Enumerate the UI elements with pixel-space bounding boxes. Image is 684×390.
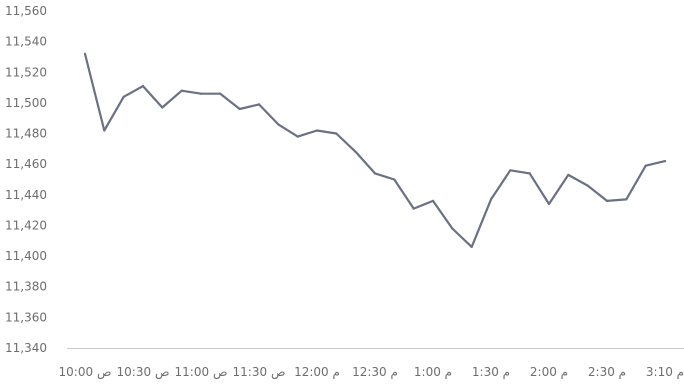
data-point (412, 207, 415, 210)
y-tick-label: 11,540 (5, 35, 47, 49)
y-tick-label: 11,400 (5, 249, 47, 263)
y-tick-label: 11,340 (5, 341, 47, 355)
data-point (257, 103, 261, 106)
data-point (528, 172, 531, 175)
y-tick-label: 11,360 (5, 310, 47, 324)
data-point (373, 172, 377, 175)
y-tick-label: 11,480 (5, 127, 47, 141)
data-point (103, 129, 106, 132)
y-tick-label: 11,440 (5, 188, 47, 202)
data-point (470, 245, 473, 248)
y-tick-label: 11,520 (5, 65, 47, 79)
x-tick-label: 10:30 ص (117, 365, 170, 380)
data-point (393, 178, 396, 181)
series-line (83, 52, 667, 248)
data-point (431, 199, 435, 202)
x-tick-label: 12:00 م (294, 365, 340, 379)
data-point (509, 169, 512, 172)
data-point (625, 198, 628, 201)
x-tick-label: 2:30 م (588, 365, 626, 379)
x-tick-label: 12:30 م (352, 365, 398, 379)
x-tick-label: 11:30 ص (233, 365, 286, 380)
y-tick-label: 11,420 (5, 218, 47, 232)
data-point (663, 160, 667, 163)
x-axis-ticks: 10:00 ص 10:30 ص 11:00 ص 11:30 ص 12:00 م 12:30… (59, 365, 684, 380)
data-point (83, 52, 87, 56)
data-point (489, 198, 493, 201)
y-tick-label: 11,560 (5, 4, 47, 18)
data-point (180, 89, 183, 92)
data-point (605, 199, 609, 202)
x-tick-label: 11:00 ص (175, 365, 228, 380)
data-point (277, 123, 280, 126)
x-tick-label: 3:10 م (646, 365, 684, 379)
data-point (335, 132, 338, 135)
data-point (315, 129, 319, 132)
data-point (644, 164, 647, 167)
y-axis-ticks: 11,340 11,360 11,380 11,400 11,420 11,440 11,4… (5, 4, 47, 355)
y-tick-label: 11,380 (5, 280, 47, 294)
x-tick-label: 1:30 م (472, 365, 510, 379)
data-point (122, 95, 125, 98)
x-tick-label: 2:00 م (530, 365, 568, 379)
data-point (219, 92, 222, 95)
x-tick-label: 1:00 م (414, 365, 452, 379)
data-point (451, 227, 454, 230)
data-point (354, 150, 357, 153)
data-point (567, 173, 570, 176)
y-tick-label: 11,460 (5, 157, 47, 171)
data-point (296, 135, 299, 138)
data-point (586, 184, 589, 187)
y-tick-label: 11,500 (5, 96, 47, 110)
data-point (161, 106, 164, 109)
data-point (238, 107, 241, 111)
data-point (199, 92, 203, 95)
data-point (547, 202, 551, 206)
series-group (83, 52, 667, 248)
data-point (141, 85, 145, 88)
x-tick-label: 10:00 ص (59, 365, 112, 380)
